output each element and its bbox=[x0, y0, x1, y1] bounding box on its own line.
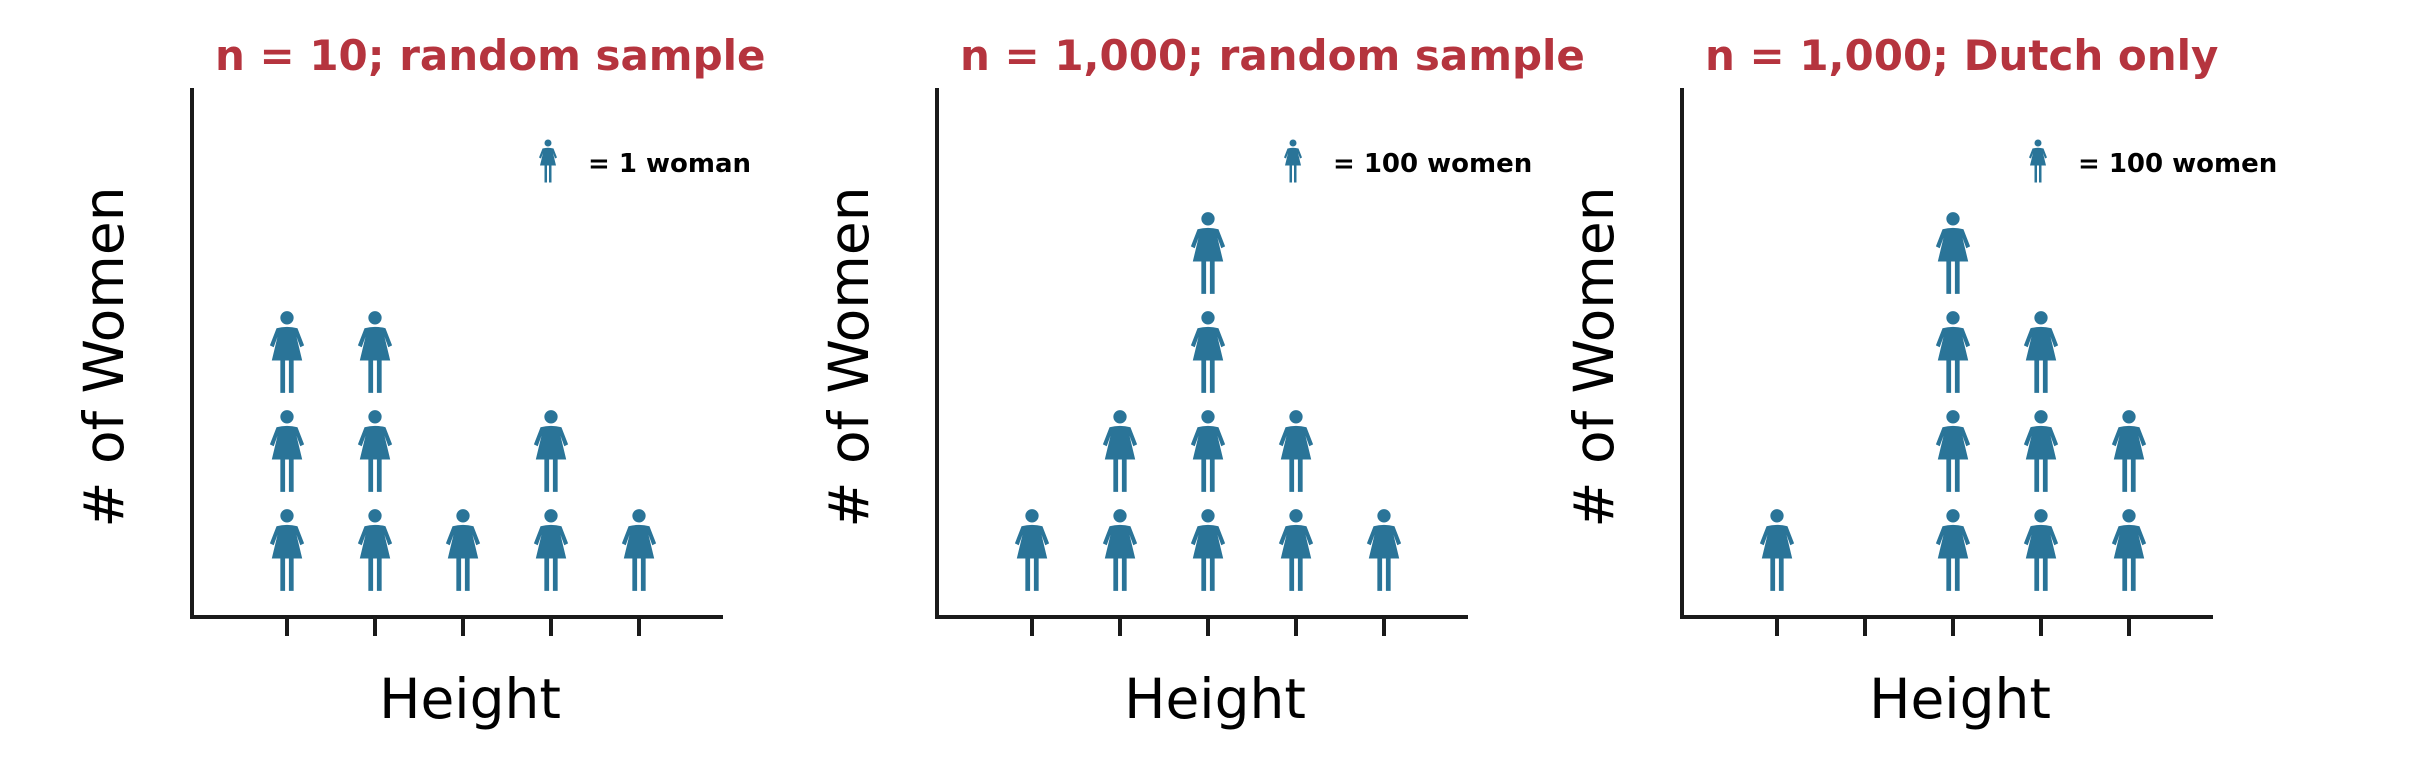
chart-panel-1: n = 10; random sample = 1 woman Height # of… bbox=[72, 31, 766, 731]
woman-icon bbox=[1102, 410, 1138, 492]
woman-icon bbox=[533, 509, 569, 591]
chart-title: n = 1,000; random sample bbox=[960, 31, 1585, 80]
woman-icon bbox=[1935, 212, 1971, 294]
legend-woman-icon bbox=[2029, 139, 2047, 183]
woman-icon bbox=[1190, 212, 1226, 294]
woman-icon bbox=[1190, 311, 1226, 393]
woman-icon bbox=[1935, 410, 1971, 492]
woman-icon bbox=[2111, 509, 2147, 591]
woman-icon bbox=[357, 410, 393, 492]
legend-woman-icon bbox=[1284, 139, 1302, 183]
woman-icon bbox=[1935, 311, 1971, 393]
woman-icon bbox=[269, 410, 305, 492]
chart-panel-3: n = 1,000; Dutch only = 100 women Height # … bbox=[1562, 31, 2277, 731]
legend: = 100 women bbox=[2029, 139, 2277, 183]
legend-woman-icon bbox=[539, 139, 557, 183]
chart-title: n = 1,000; Dutch only bbox=[1705, 31, 2218, 80]
woman-icon bbox=[269, 311, 305, 393]
woman-icon bbox=[1935, 509, 1971, 591]
legend-label: = 100 women bbox=[2078, 149, 2277, 179]
woman-icon bbox=[2023, 410, 2059, 492]
x-axis-label: Height bbox=[1124, 667, 1306, 731]
chart-panel-2: n = 1,000; random sample = 100 women Heigh… bbox=[817, 31, 1585, 731]
woman-icon bbox=[357, 311, 393, 393]
legend: = 1 woman bbox=[539, 139, 751, 183]
chart-title: n = 10; random sample bbox=[215, 31, 766, 80]
woman-icon bbox=[1278, 410, 1314, 492]
y-axis-label: # of Women bbox=[72, 186, 136, 527]
woman-icon bbox=[357, 509, 393, 591]
legend-label: = 100 women bbox=[1333, 149, 1532, 179]
woman-icon bbox=[445, 509, 481, 591]
woman-icon bbox=[1278, 509, 1314, 591]
woman-icon bbox=[2023, 509, 2059, 591]
woman-icon bbox=[533, 410, 569, 492]
legend: = 100 women bbox=[1284, 139, 1532, 183]
woman-icon bbox=[2111, 410, 2147, 492]
woman-icon bbox=[269, 509, 305, 591]
legend-label: = 1 woman bbox=[588, 149, 751, 179]
woman-icon bbox=[1102, 509, 1138, 591]
woman-icon bbox=[1190, 509, 1226, 591]
woman-icon bbox=[1366, 509, 1402, 591]
y-axis-label: # of Women bbox=[817, 186, 881, 527]
woman-icon bbox=[1759, 509, 1795, 591]
woman-icon bbox=[1190, 410, 1226, 492]
y-axis-label: # of Women bbox=[1562, 186, 1626, 527]
chart-panels: n = 10; random sample = 1 woman Height # of… bbox=[72, 31, 2277, 731]
woman-icon bbox=[2023, 311, 2059, 393]
x-axis-label: Height bbox=[1869, 667, 2051, 731]
woman-icon bbox=[621, 509, 657, 591]
woman-icon bbox=[1014, 509, 1050, 591]
x-axis-label: Height bbox=[379, 667, 561, 731]
